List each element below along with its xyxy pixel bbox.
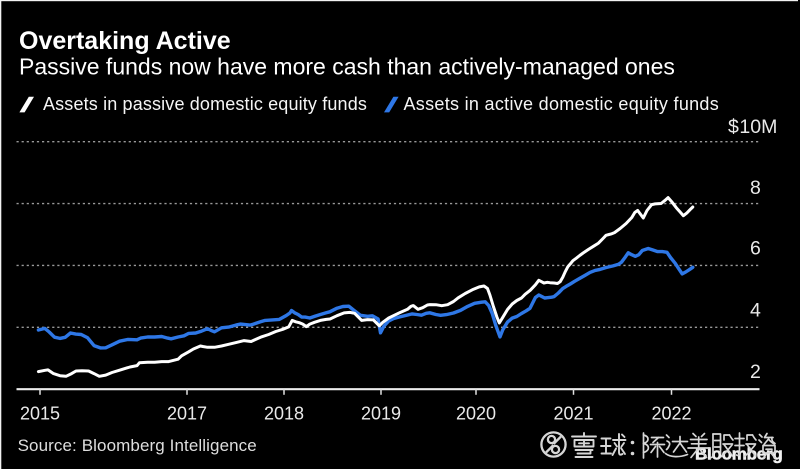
svg-text:Overtaking Active: Overtaking Active <box>19 27 231 55</box>
svg-text:2015: 2015 <box>20 404 60 424</box>
svg-text:4: 4 <box>750 299 761 321</box>
svg-text:2: 2 <box>750 361 761 383</box>
svg-text:2021: 2021 <box>553 404 593 424</box>
svg-text:$: $ <box>728 116 739 138</box>
svg-text:2017: 2017 <box>167 404 207 424</box>
svg-text:Source: Bloomberg Intelligence: Source: Bloomberg Intelligence <box>18 436 257 455</box>
svg-text:Assets in passive domestic equ: Assets in passive domestic equity funds <box>43 94 367 114</box>
svg-text:Passive funds now have more ca: Passive funds now have more cash than ac… <box>19 54 675 80</box>
svg-text:10M: 10M <box>739 116 777 138</box>
svg-text:2018: 2018 <box>264 404 304 424</box>
svg-text:2022: 2022 <box>651 404 691 424</box>
svg-text:6: 6 <box>750 238 761 260</box>
svg-text:Assets in active domestic equi: Assets in active domestic equity funds <box>404 94 720 114</box>
svg-text:8: 8 <box>750 177 761 199</box>
svg-text:2020: 2020 <box>456 404 496 424</box>
svg-text:2019: 2019 <box>361 404 401 424</box>
